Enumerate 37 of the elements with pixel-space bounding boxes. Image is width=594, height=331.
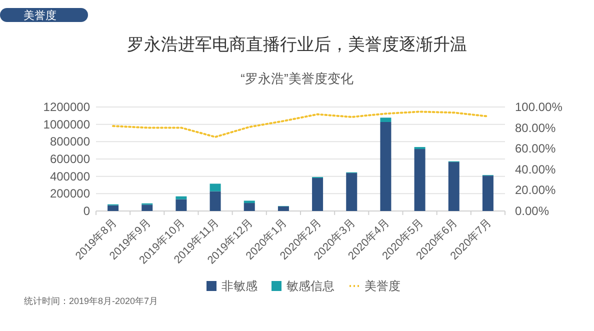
bar <box>278 206 289 211</box>
line-series <box>112 110 489 138</box>
y2-tick-label: 20.00% <box>515 183 556 198</box>
bar <box>108 205 119 211</box>
y-tick-label: 1200000 <box>43 100 90 114</box>
y-tick-label: 1000000 <box>43 117 90 132</box>
bar <box>244 200 255 204</box>
y-tick-label: 0 <box>83 204 90 218</box>
bar <box>210 184 221 192</box>
y2-tick-label: 60.00% <box>515 142 556 156</box>
bar <box>380 118 392 122</box>
bar <box>346 173 358 211</box>
bar <box>176 196 187 200</box>
y2-tick-label: 100.00% <box>515 100 563 114</box>
bar <box>210 191 221 211</box>
text: 美誉度 <box>24 9 56 22</box>
bar <box>312 178 324 211</box>
y2-tick-label: 40.00% <box>515 162 556 176</box>
chart-subtitle: “罗永浩”美誉度变化 <box>240 71 354 86</box>
legend-label: 敏感信息 <box>286 279 334 293</box>
y2-tick-label: 80.00% <box>515 120 556 135</box>
y-tick-label: 600000 <box>50 152 90 166</box>
bar <box>142 204 153 211</box>
y-tick-label: 200000 <box>50 186 90 201</box>
bar <box>176 199 187 211</box>
bar <box>380 122 392 211</box>
bar <box>414 149 426 211</box>
chart-title: 罗永浩进军电商直播行业后，美誉度逐渐升温 <box>127 35 467 54</box>
bar <box>482 176 494 211</box>
y-tick-label: 400000 <box>50 169 90 184</box>
y2-tick-label: 0.00% <box>515 204 550 218</box>
legend-label: 非敏感 <box>222 279 258 293</box>
bar <box>244 203 255 211</box>
bar <box>448 162 460 211</box>
y-tick-label: 800000 <box>50 134 90 149</box>
legend-label: 美誉度 <box>364 279 400 293</box>
text: 统计时间：2019年8月-2020年7月 <box>24 296 158 306</box>
